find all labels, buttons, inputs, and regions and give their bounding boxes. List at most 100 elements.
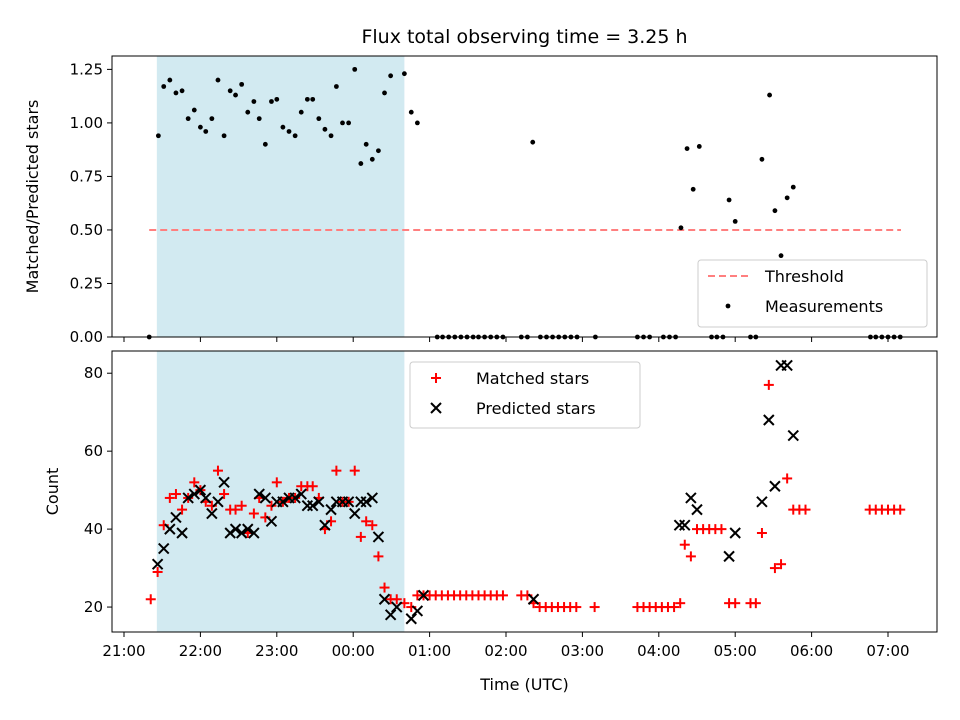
matched-star-point — [895, 504, 906, 515]
matched-star-point — [497, 590, 508, 601]
series-predicted-stars — [151, 359, 799, 625]
predicted-star-point — [277, 496, 289, 508]
measurement-point — [732, 218, 738, 224]
matched-star-point — [164, 492, 175, 503]
series-matched-stars — [145, 379, 906, 613]
measurement-point — [179, 88, 185, 94]
predicted-star-point — [295, 488, 307, 500]
matched-star-point — [379, 582, 390, 593]
matched-star-point — [189, 477, 200, 488]
measurement-point — [269, 99, 274, 104]
legend-measurements-label: Measurements — [765, 297, 883, 316]
predicted-star-point — [259, 492, 272, 504]
predicted-star-point — [188, 488, 200, 500]
x-tick-label: 07:00 — [866, 642, 909, 660]
predicted-star-point — [787, 429, 799, 442]
matched-star-point — [152, 566, 163, 577]
measurement-point — [227, 88, 233, 94]
measurement-point — [239, 81, 245, 87]
y-tick-label: 0.50 — [70, 221, 103, 239]
measurement-point — [328, 133, 334, 139]
measurement-point — [678, 225, 684, 231]
measurement-point — [304, 96, 310, 102]
matched-star-point — [756, 528, 767, 539]
matched-star-point — [589, 602, 600, 613]
measurement-point — [251, 99, 257, 104]
x-tick-label: 01:00 — [408, 642, 451, 660]
predicted-star-point — [242, 523, 254, 535]
predicted-star-point — [212, 496, 224, 508]
predicted-star-point — [527, 593, 540, 605]
measurement-point — [221, 133, 227, 139]
predicted-star-point — [405, 613, 417, 625]
measurement-point — [684, 146, 690, 151]
matched-star-point — [271, 477, 282, 488]
matched-star-point — [763, 379, 774, 390]
measurement-point — [772, 208, 778, 214]
legend-predicted-swatch — [430, 402, 442, 414]
matched-star-point — [782, 473, 793, 484]
measurement-point — [233, 92, 238, 98]
predicted-star-point — [194, 484, 207, 496]
matched-star-point — [236, 500, 247, 511]
count-y-axis-label: Count — [43, 468, 62, 516]
matched-star-point — [307, 481, 318, 492]
measurement-point — [274, 96, 280, 102]
matched-star-point — [177, 504, 188, 515]
predicted-star-point — [378, 593, 391, 605]
x-tick-label: 22:00 — [179, 642, 222, 660]
matched-star-point — [212, 465, 223, 476]
count-plot: 20 40 60 80 21:00 22:00 23:00 00:00 01:00 02:00 03… — [43, 350, 938, 694]
predicted-star-point — [391, 601, 403, 613]
legend-threshold-label: Threshold — [764, 267, 844, 286]
x-tick-label: 21:00 — [102, 642, 145, 660]
x-tick-label: 05:00 — [714, 642, 757, 660]
matched-star-point — [248, 508, 259, 519]
measurement-point — [358, 161, 364, 166]
matched-star-point — [373, 551, 384, 562]
measurement-point — [352, 66, 358, 72]
measurement-point — [382, 90, 387, 96]
measurement-point — [173, 90, 179, 96]
predicted-star-point — [685, 492, 697, 504]
predicted-star-point — [366, 492, 379, 504]
predicted-star-point — [170, 511, 182, 524]
measurement-point — [784, 195, 790, 201]
y-tick-label: 1.00 — [70, 114, 103, 132]
x-tick-label: 06:00 — [790, 642, 833, 660]
predicted-star-point — [679, 519, 691, 531]
count-legend: Matched stars Predicted stars — [409, 361, 641, 429]
y-tick-label: 1.25 — [70, 60, 103, 78]
ratio-legend-box — [697, 259, 928, 328]
matched-star-point — [367, 520, 378, 531]
measurement-point — [209, 116, 215, 122]
predicted-star-point — [158, 542, 170, 555]
predicted-star-point — [781, 359, 793, 372]
measurement-point — [369, 156, 375, 162]
matched-star-point — [750, 598, 761, 609]
predicted-star-point — [723, 550, 735, 563]
x-tick-label: 03:00 — [561, 642, 604, 660]
matched-star-point — [230, 504, 241, 515]
measurement-point — [767, 92, 772, 98]
measurement-point — [167, 77, 173, 83]
measurement-point — [401, 71, 407, 77]
predicted-star-point — [229, 523, 242, 535]
y-tick-label: 0.25 — [70, 274, 103, 292]
measurement-point — [310, 96, 316, 102]
matched-star-point — [716, 524, 727, 535]
predicted-star-point — [224, 527, 236, 539]
measurement-point — [363, 141, 369, 147]
x-tick-label: 02:00 — [484, 642, 527, 660]
measurement-point — [280, 124, 286, 130]
measurement-point — [262, 141, 268, 147]
matched-star-point — [730, 598, 741, 609]
matched-star-point — [331, 465, 342, 476]
measurement-point — [690, 186, 696, 192]
measurement-point — [778, 253, 784, 259]
measurement-point — [346, 120, 352, 126]
measurement-point — [161, 84, 167, 89]
predicted-star-point — [151, 558, 164, 570]
matched-star-point — [571, 602, 582, 613]
matched-star-point — [800, 504, 811, 515]
